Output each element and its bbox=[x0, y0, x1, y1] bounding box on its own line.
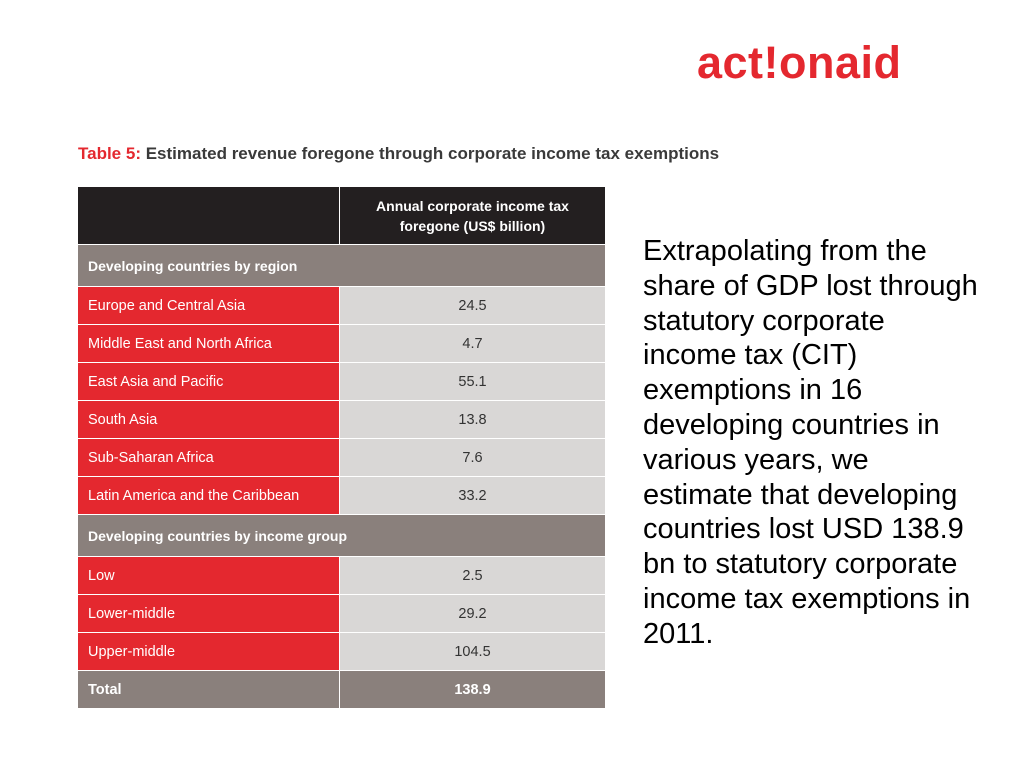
header-value-line-1: Annual corporate income tax bbox=[376, 197, 569, 214]
row-value: 29.2 bbox=[339, 594, 606, 633]
table-row: South Asia 13.8 bbox=[77, 400, 606, 439]
table-row: East Asia and Pacific 55.1 bbox=[77, 362, 606, 401]
header-label-cell bbox=[77, 186, 340, 245]
section-row-income-group: Developing countries by income group bbox=[77, 514, 606, 557]
table-row: Low 2.5 bbox=[77, 556, 606, 595]
section-row-region: Developing countries by region bbox=[77, 244, 606, 287]
row-value: 2.5 bbox=[339, 556, 606, 595]
row-label: Low bbox=[77, 556, 340, 595]
row-label: South Asia bbox=[77, 400, 340, 439]
total-value: 138.9 bbox=[339, 670, 606, 709]
row-value: 13.8 bbox=[339, 400, 606, 439]
table-row: Lower-middle 29.2 bbox=[77, 594, 606, 633]
table-title: Table 5: Estimated revenue foregone thro… bbox=[78, 144, 878, 164]
row-value: 24.5 bbox=[339, 286, 606, 325]
row-label: Middle East and North Africa bbox=[77, 324, 340, 363]
table-row: Middle East and North Africa 4.7 bbox=[77, 324, 606, 363]
summary-paragraph: Extrapolating from the share of GDP lost… bbox=[643, 235, 978, 650]
section-label: Developing countries by income group bbox=[77, 514, 606, 557]
table-header-row: Annual corporate income tax foregone (US… bbox=[77, 186, 606, 245]
tax-exemption-table: Annual corporate income tax foregone (US… bbox=[77, 186, 606, 709]
table-row: Sub-Saharan Africa 7.6 bbox=[77, 438, 606, 477]
row-value: 55.1 bbox=[339, 362, 606, 401]
table-row: Upper-middle 104.5 bbox=[77, 632, 606, 671]
table-row: Latin America and the Caribbean 33.2 bbox=[77, 476, 606, 515]
total-row: Total 138.9 bbox=[77, 670, 606, 709]
row-label: Europe and Central Asia bbox=[77, 286, 340, 325]
table-row: Europe and Central Asia 24.5 bbox=[77, 286, 606, 325]
actionaid-logo: act!onaid bbox=[697, 37, 902, 88]
header-value-line-2: foregone (US$ billion) bbox=[399, 217, 546, 234]
row-value: 104.5 bbox=[339, 632, 606, 671]
row-label: Upper-middle bbox=[77, 632, 340, 671]
section-label: Developing countries by region bbox=[77, 244, 606, 287]
row-label: Lower-middle bbox=[77, 594, 340, 633]
table-title-text: Estimated revenue foregone through corpo… bbox=[145, 144, 720, 163]
row-value: 7.6 bbox=[339, 438, 606, 477]
row-value: 4.7 bbox=[339, 324, 606, 363]
row-label: Latin America and the Caribbean bbox=[77, 476, 340, 515]
row-label: East Asia and Pacific bbox=[77, 362, 340, 401]
header-value-cell: Annual corporate income tax foregone (US… bbox=[339, 186, 606, 245]
table-title-prefix: Table 5: bbox=[78, 144, 141, 163]
row-value: 33.2 bbox=[339, 476, 606, 515]
total-label: Total bbox=[77, 670, 340, 709]
row-label: Sub-Saharan Africa bbox=[77, 438, 340, 477]
